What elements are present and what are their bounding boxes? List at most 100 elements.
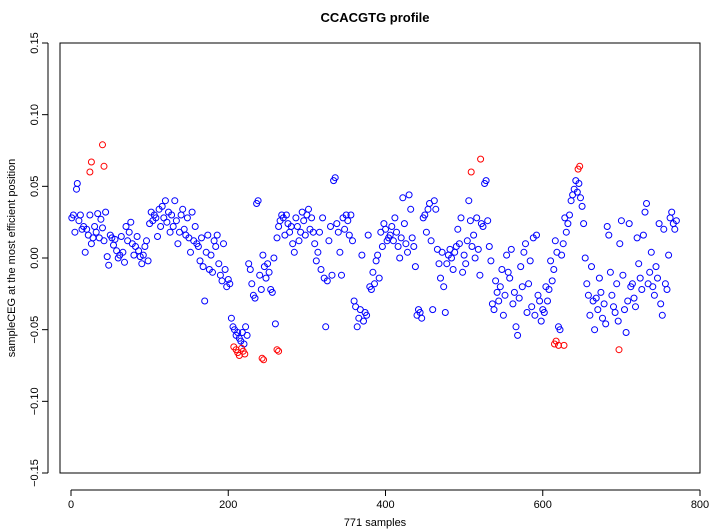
highlighted-data-point [576,162,584,170]
data-point [246,266,254,273]
data-point [564,220,572,228]
data-point [187,248,194,256]
data-point [157,223,165,230]
data-point [333,220,341,228]
data-point [484,217,492,225]
data-point [198,234,205,242]
data-point [668,208,676,216]
data-point [411,263,419,271]
data-point [327,223,334,230]
data-point [628,280,636,288]
x-tick-label: 0 [68,499,74,511]
x-tick-label: 600 [534,499,552,511]
data-point [429,306,437,314]
data-point [633,234,641,242]
data-point [492,277,500,285]
data-point [485,243,493,250]
data-point [584,291,592,299]
data-point [358,251,366,259]
data-point [614,317,622,325]
data-point [319,214,327,222]
data-point [380,220,388,228]
data-point [630,294,638,302]
data-point [606,268,614,276]
data-point [328,271,336,279]
data-point [152,214,160,222]
data-point [533,231,540,239]
data-point [624,297,632,305]
data-point [183,214,191,222]
data-point [125,228,133,236]
data-point [389,237,397,245]
data-point [168,211,176,219]
data-point [350,297,358,305]
data-point [616,240,624,248]
data-point [265,268,273,276]
data-point [312,257,320,265]
data-point [273,234,281,242]
data-point [160,214,168,222]
data-point [268,288,276,296]
data-point [540,309,548,316]
data-point [515,294,523,302]
data-point [254,197,262,205]
data-point [663,286,671,293]
data-point [592,294,600,302]
data-point [133,233,141,240]
data-point [314,248,322,256]
data-point [639,231,647,239]
data-point [646,268,654,276]
data-point [301,231,309,239]
data-point [657,300,665,308]
data-point [171,197,179,205]
data-point [531,311,539,319]
y-tick-label: 0.05 [29,176,41,197]
data-point [454,225,462,233]
data-point [528,303,536,311]
x-tick-label: 800 [691,499,709,511]
data-point [375,274,383,282]
data-point [69,211,77,219]
data-point [600,300,608,308]
data-point [139,251,147,259]
data-point [658,311,666,319]
data-point [551,237,559,245]
data-point [227,314,235,322]
data-point [177,211,185,219]
data-point [360,317,367,325]
data-point [490,306,498,314]
data-point [92,228,100,236]
data-point [661,280,669,288]
data-point [400,220,408,228]
data-point [487,257,495,265]
data-point [179,205,187,213]
data-point [404,248,411,256]
data-point [316,228,323,236]
highlighted-data-point [99,141,106,149]
data-point [448,254,455,262]
data-point [367,286,375,293]
data-point [649,283,657,291]
data-point [81,248,89,256]
data-point [599,314,606,322]
data-point [482,177,490,185]
data-point [443,260,451,268]
highlighted-data-point [467,168,475,176]
data-point [550,266,558,273]
data-point [259,251,267,259]
data-point [632,303,639,311]
data-point [507,245,515,253]
data-point [638,286,646,293]
data-point [371,280,378,288]
data-point [391,214,399,222]
data-point [602,320,610,328]
data-point [605,231,613,239]
data-point [158,202,166,210]
data-point [143,237,150,245]
data-point [613,280,621,288]
data-point [127,218,135,226]
data-point [583,280,591,288]
data-point [506,274,514,282]
data-point [257,286,265,293]
data-point [207,251,215,259]
